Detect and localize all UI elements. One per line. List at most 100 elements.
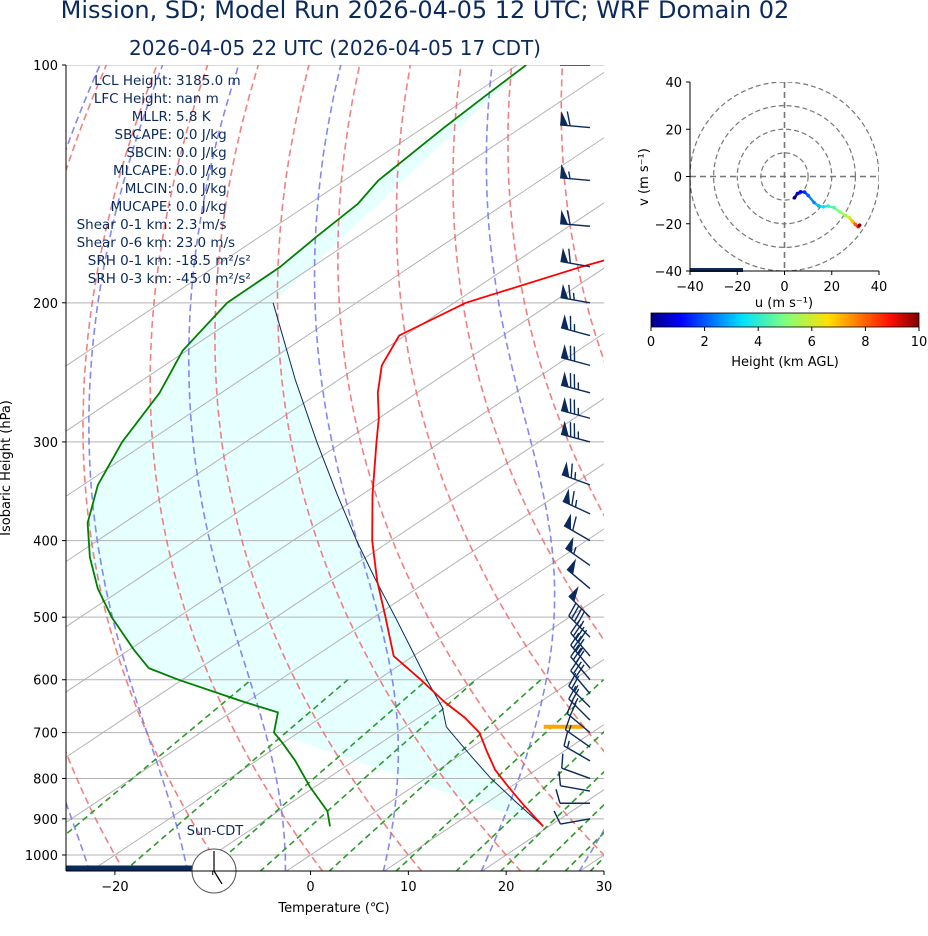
x-tick-label: 10 (400, 880, 417, 895)
dry-adiabat (149, 65, 324, 871)
wind-barb-full (568, 602, 577, 617)
wind-barb-full (572, 635, 583, 649)
wind-barb-full (572, 647, 583, 661)
hodograph-plot (690, 82, 879, 271)
dry-adiabat (452, 65, 604, 642)
hodograph-point (821, 204, 826, 209)
wind-barb-full (570, 620, 580, 634)
y-tick-label: 1000 (25, 849, 58, 864)
wind-barb-full (572, 516, 577, 531)
wind-barb-full (566, 699, 574, 714)
moist-adiabat (187, 65, 287, 871)
wind-barb-flag (561, 420, 569, 437)
dry-adiabat (337, 65, 604, 857)
stat-label: Shear 0-6 km: (76, 235, 172, 251)
mixing-ratio-line (207, 679, 428, 871)
stat-value: 0.0 J/kg (176, 163, 227, 179)
wind-barb-full (571, 605, 580, 620)
stat-value: 0.0 J/kg (176, 127, 227, 143)
dry-adiabat (214, 65, 423, 871)
hodograph-y-tick-label: −40 (655, 265, 682, 280)
isotherm-line (66, 65, 518, 367)
wind-barb (566, 558, 591, 590)
stat-value: 3185.0 m (176, 73, 241, 89)
wind-barb (560, 247, 591, 268)
colorbar-label: Height (km AGL) (731, 355, 839, 370)
hodograph-y-tick-label: 40 (665, 76, 682, 91)
stat-label: SBCIN: (126, 145, 172, 161)
hodograph-point (795, 191, 800, 196)
hodograph-point (857, 223, 862, 227)
hodograph-x-tick-label: 20 (823, 280, 840, 295)
hodograph-point (792, 195, 797, 200)
hodograph-point (853, 222, 858, 227)
colorbar-gradient (650, 312, 920, 328)
wind-barb-staff (563, 525, 591, 542)
wind-barb-half (568, 725, 572, 733)
wind-barb-full (568, 685, 577, 700)
stat-row: LCL Height: 3185.0 m (66, 72, 256, 90)
colorbar-tick-label: 2 (700, 335, 708, 350)
hodograph-point (802, 190, 807, 194)
wind-barb (568, 672, 591, 708)
stat-value: 0.0 J/kg (176, 181, 227, 197)
hodograph-point (816, 204, 821, 208)
wind-barb-full (553, 810, 562, 825)
wind-barb-flag (567, 558, 577, 575)
stat-label: LFC Height: (93, 91, 172, 107)
dry-adiabat (917, 65, 928, 872)
wind-barb-staff (568, 685, 591, 708)
dry-adiabat (816, 65, 928, 872)
y-tick-label: 100 (33, 59, 58, 74)
wind-barb-staff (560, 818, 591, 825)
x-axis-label: Temperature (℃) (277, 901, 389, 916)
wind-barb-full (573, 608, 583, 622)
wind-barb-staff (560, 222, 591, 227)
wind-barb-full (570, 463, 573, 479)
wind-barb-full (570, 644, 580, 658)
chart-subtitle: 2026-04-05 22 UTC (2026-04-05 17 CDT) (129, 36, 541, 60)
mixing-ratio-line (564, 831, 604, 871)
wind-barb (562, 488, 591, 515)
wind-barb-full (571, 490, 575, 506)
hodograph-x-label: u (m s⁻¹) (755, 296, 813, 311)
sun-label: Sun-CDT (187, 824, 244, 839)
wind-barb (560, 420, 591, 443)
isotherm-line (285, 658, 604, 871)
wind-barb-full (561, 753, 564, 769)
stat-label: SRH 0-1 km: (87, 253, 172, 269)
wind-barb-flag (568, 586, 579, 602)
wind-barb-flag (561, 461, 570, 478)
wind-barb-staff (570, 670, 591, 695)
wind-barb (563, 731, 591, 762)
wind-barb-full (558, 771, 562, 786)
x-tick-label: 30 (596, 880, 613, 895)
wind-barb (561, 461, 591, 486)
stat-row: SRH 0-3 km: -45.0 m²/s² (66, 270, 256, 288)
isotherm-line (383, 723, 604, 871)
clock-hour-hand (213, 870, 223, 885)
hodograph-x-tick-label: 40 (871, 280, 888, 295)
wind-barb-full (569, 702, 577, 717)
wind-barb-full (568, 284, 572, 300)
isotherm-line (66, 202, 604, 563)
stat-value: 0.0 J/kg (176, 145, 227, 161)
dry-adiabat (765, 65, 928, 872)
dry-adiabat (507, 65, 604, 517)
x-tick-label: −20 (101, 880, 128, 895)
y-tick-label: 300 (33, 436, 58, 451)
dry-adiabat (664, 65, 928, 872)
wind-barb-flag (561, 314, 569, 330)
wind-barb-full (572, 623, 583, 637)
dry-adiabat (714, 65, 928, 872)
wind-barb-half (574, 472, 577, 480)
stat-label: LCL Height: (94, 73, 172, 89)
wind-barb (553, 810, 591, 825)
wind-barb (570, 658, 591, 695)
wind-barb-half (572, 292, 575, 301)
wind-barb-full (568, 672, 577, 687)
dry-adiabat (276, 65, 522, 871)
wind-barb-staff (563, 745, 591, 762)
stat-value: -45.0 m²/s² (176, 271, 251, 287)
wind-barb (560, 314, 591, 337)
